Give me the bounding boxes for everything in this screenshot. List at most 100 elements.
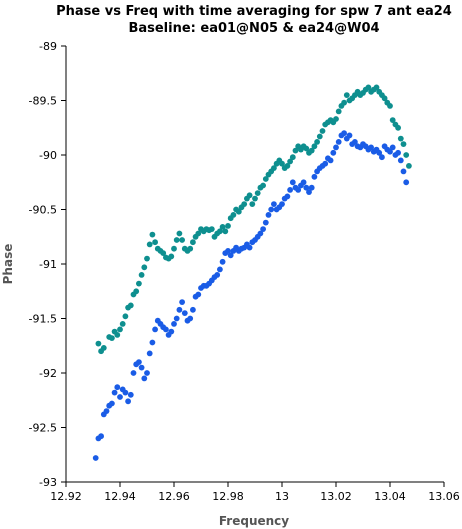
data-point — [141, 375, 148, 382]
data-point — [368, 144, 374, 151]
data-point — [152, 326, 159, 333]
x-axis-label: Frequency — [219, 514, 289, 528]
data-point — [122, 389, 129, 396]
y-tick-label: -90 — [39, 149, 57, 162]
data-point — [319, 128, 326, 134]
data-point — [117, 394, 123, 400]
data-point — [395, 124, 401, 131]
data-point — [406, 163, 412, 169]
data-point — [295, 187, 302, 193]
data-point — [160, 250, 167, 256]
data-point — [136, 359, 142, 365]
data-point — [136, 280, 142, 287]
data-point — [92, 455, 99, 461]
data-point — [311, 173, 318, 180]
data-point — [246, 244, 253, 251]
data-point — [314, 139, 320, 145]
data-point — [292, 147, 299, 154]
data-point — [271, 201, 277, 208]
y-tick-label: -91.5 — [29, 313, 57, 326]
data-point — [103, 408, 110, 414]
x-tick-label: 13.02 — [320, 490, 352, 503]
data-point — [335, 139, 342, 145]
data-point — [138, 364, 145, 371]
data-point — [127, 391, 134, 398]
data-point — [397, 135, 404, 142]
data-point — [373, 84, 380, 91]
data-point — [176, 306, 183, 313]
data-point — [225, 248, 231, 254]
data-point — [308, 184, 315, 191]
data-point — [395, 149, 401, 156]
data-point — [322, 160, 329, 167]
data-point — [327, 157, 334, 164]
data-point — [284, 193, 291, 200]
data-point — [400, 141, 407, 148]
data-point — [330, 149, 337, 156]
data-point — [311, 143, 318, 150]
data-point — [179, 237, 186, 243]
data-point — [119, 321, 126, 327]
data-point — [403, 152, 410, 158]
data-point — [208, 226, 215, 233]
x-tick-label: 13.04 — [374, 490, 406, 503]
data-point — [146, 350, 153, 357]
data-point — [187, 315, 194, 322]
data-point — [176, 230, 183, 237]
data-point — [262, 219, 269, 226]
data-point — [333, 144, 339, 151]
data-point — [225, 223, 231, 229]
data-point — [146, 241, 153, 248]
data-point — [100, 345, 107, 351]
data-point — [403, 179, 410, 186]
data-point — [343, 92, 350, 98]
x-tick-label: 12.98 — [212, 490, 244, 503]
data-point — [171, 321, 177, 327]
data-point — [195, 291, 202, 298]
y-tick-label: -89 — [39, 40, 57, 53]
data-point — [179, 299, 186, 305]
data-point — [149, 339, 156, 346]
data-point — [241, 201, 248, 208]
data-point — [217, 228, 223, 235]
y-tick-label: -90.5 — [29, 204, 57, 217]
x-tick-label: 12.92 — [50, 490, 82, 503]
data-point — [308, 147, 315, 154]
data-point — [214, 272, 221, 278]
y-tick-label: -93 — [39, 476, 57, 489]
data-point — [379, 154, 385, 161]
data-point — [246, 192, 253, 199]
data-point — [289, 154, 296, 161]
data-point — [141, 264, 148, 271]
data-point — [122, 313, 129, 320]
y-tick-label: -91 — [39, 258, 57, 271]
axis-ticks: 12.92 12.94 12.96 12.98 13 13.02 13.04 13.06 -89… — [29, 40, 460, 503]
data-point — [117, 326, 123, 333]
data-point — [109, 400, 115, 407]
data-point — [125, 398, 131, 405]
data-point — [265, 212, 272, 218]
data-point — [190, 306, 196, 313]
x-tick-label: 12.96 — [158, 490, 190, 503]
chart-subtitle: Baseline: ea01@N05 & ea24@W04 — [128, 21, 379, 36]
data-point — [227, 252, 234, 259]
data-point — [279, 160, 285, 167]
data-point — [389, 144, 396, 151]
data-point — [389, 117, 396, 123]
data-point — [163, 326, 169, 333]
data-point — [168, 328, 175, 335]
data-point — [130, 370, 137, 376]
data-point — [114, 384, 121, 391]
data-point — [219, 258, 226, 265]
data-point — [217, 266, 223, 273]
data-point — [303, 184, 310, 191]
data-point — [98, 433, 104, 440]
data-point — [262, 176, 269, 182]
data-point — [181, 310, 188, 316]
data-point — [138, 272, 145, 278]
y-axis-label: Phase — [1, 244, 15, 285]
y-tick-label: -92 — [39, 367, 57, 380]
data-point — [230, 212, 237, 218]
data-point — [316, 133, 323, 140]
data-point — [387, 148, 393, 155]
